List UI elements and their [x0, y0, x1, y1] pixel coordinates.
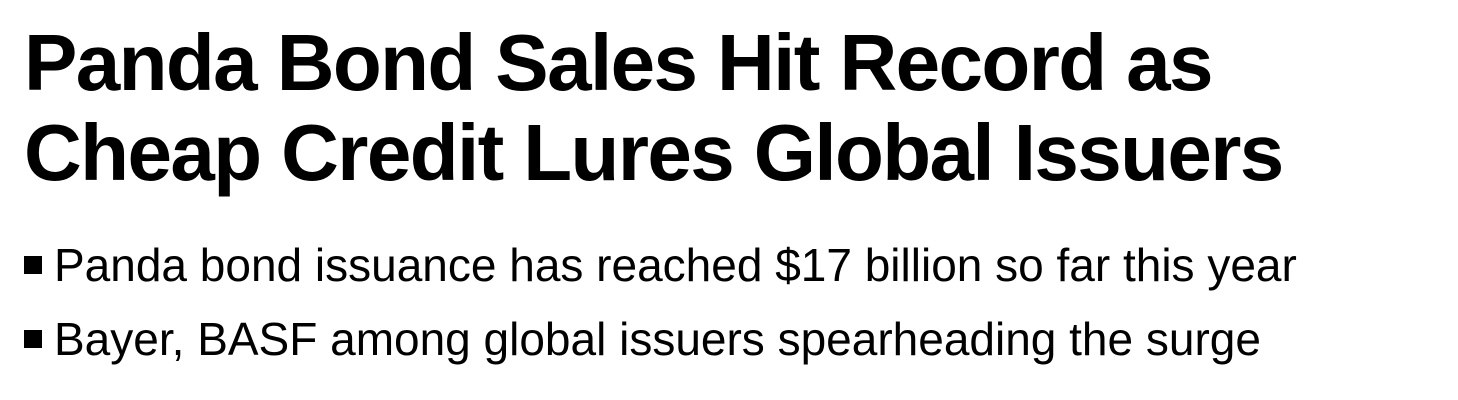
headline: Panda Bond Sales Hit Record as Cheap Cre… — [24, 18, 1444, 198]
square-bullet-icon — [24, 330, 42, 348]
headline-line-2: Cheap Credit Lures Global Issuers — [24, 108, 1284, 197]
headline-line-1: Panda Bond Sales Hit Record as — [24, 18, 1214, 107]
bullet-list: Panda bond issuance has reached $17 bill… — [24, 228, 1444, 376]
bullet-item: Bayer, BASF among global issuers spearhe… — [24, 302, 1444, 376]
bullet-item: Panda bond issuance has reached $17 bill… — [24, 228, 1444, 302]
square-bullet-icon — [24, 256, 42, 274]
bullet-text: Bayer, BASF among global issuers spearhe… — [54, 313, 1261, 365]
article: Panda Bond Sales Hit Record as Cheap Cre… — [24, 18, 1444, 376]
bullet-text: Panda bond issuance has reached $17 bill… — [54, 239, 1297, 291]
